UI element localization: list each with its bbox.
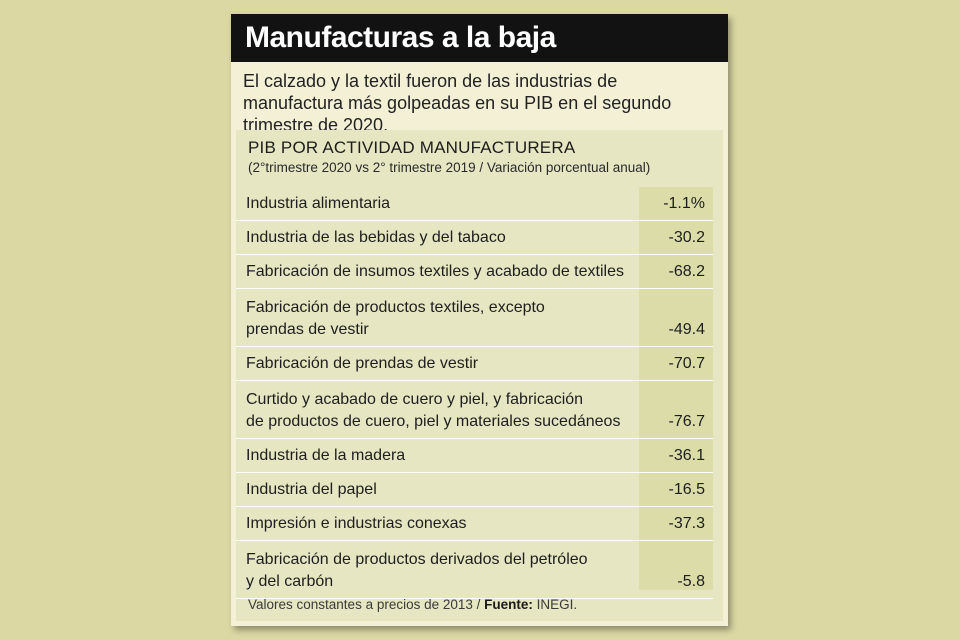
source-footer: Valores constantes a precios de 2013 / F… xyxy=(248,597,577,612)
row-label: Industria de la madera xyxy=(246,447,406,464)
source-label: Fuente: xyxy=(484,597,533,612)
row-value: -49.4 xyxy=(668,321,705,338)
row-label: Fabricación de insumos textiles y acabad… xyxy=(246,263,624,280)
row-label: Fabricación de productos derivados del p… xyxy=(246,551,588,590)
table-row: Industria alimentaria -1.1% xyxy=(236,187,713,221)
row-value: -36.1 xyxy=(668,447,705,464)
row-value: -70.7 xyxy=(668,355,705,372)
row-value: -5.8 xyxy=(677,573,705,590)
row-label: Fabricación de prendas de vestir xyxy=(246,355,479,372)
row-label: Industria de las bebidas y del tabaco xyxy=(246,229,506,246)
row-label: Curtido y acabado de cuero y piel, y fab… xyxy=(246,391,621,430)
table-title: PIB POR ACTIVIDAD MANUFACTURERA xyxy=(248,138,576,157)
table-row: Fabricación de productos derivados del p… xyxy=(236,541,713,599)
table-row: Fabricación de prendas de vestir -70.7 xyxy=(236,347,713,381)
table-row: Curtido y acabado de cuero y piel, y fab… xyxy=(236,381,713,439)
row-label: Impresión e industrias conexas xyxy=(246,515,467,532)
table-row: Industria de la madera -36.1 xyxy=(236,439,713,473)
table-row: Fabricación de productos textiles, excep… xyxy=(236,289,713,347)
row-value: -68.2 xyxy=(668,263,705,280)
row-value: -76.7 xyxy=(668,413,705,430)
footer-note: Valores constantes a precios de 2013 / xyxy=(248,597,485,612)
source-name: INEGI. xyxy=(532,597,578,612)
table-row: Industria del papel -16.5 xyxy=(236,473,713,507)
table-note: (2°trimestre 2020 vs 2° trimestre 2019 /… xyxy=(248,160,651,175)
subtitle: El calzado y la textil fueron de las ind… xyxy=(243,71,672,135)
page-title: Manufacturas a la baja xyxy=(231,14,728,62)
row-label: Industria alimentaria xyxy=(246,195,391,212)
row-value: -1.1% xyxy=(663,195,705,212)
table-row: Impresión e industrias conexas -37.3 xyxy=(236,507,713,541)
row-value: -16.5 xyxy=(668,481,705,498)
infographic-card: Manufacturas a la baja El calzado y la t… xyxy=(231,14,728,626)
row-value: -30.2 xyxy=(668,229,705,246)
data-table-panel: PIB POR ACTIVIDAD MANUFACTURERA (2°trime… xyxy=(236,130,723,621)
table-row: Fabricación de insumos textiles y acabad… xyxy=(236,255,713,289)
table-row: Industria de las bebidas y del tabaco -30… xyxy=(236,221,713,255)
row-label: Fabricación de productos textiles, excep… xyxy=(246,299,545,338)
row-value: -37.3 xyxy=(668,515,705,532)
row-label: Industria del papel xyxy=(246,481,377,498)
